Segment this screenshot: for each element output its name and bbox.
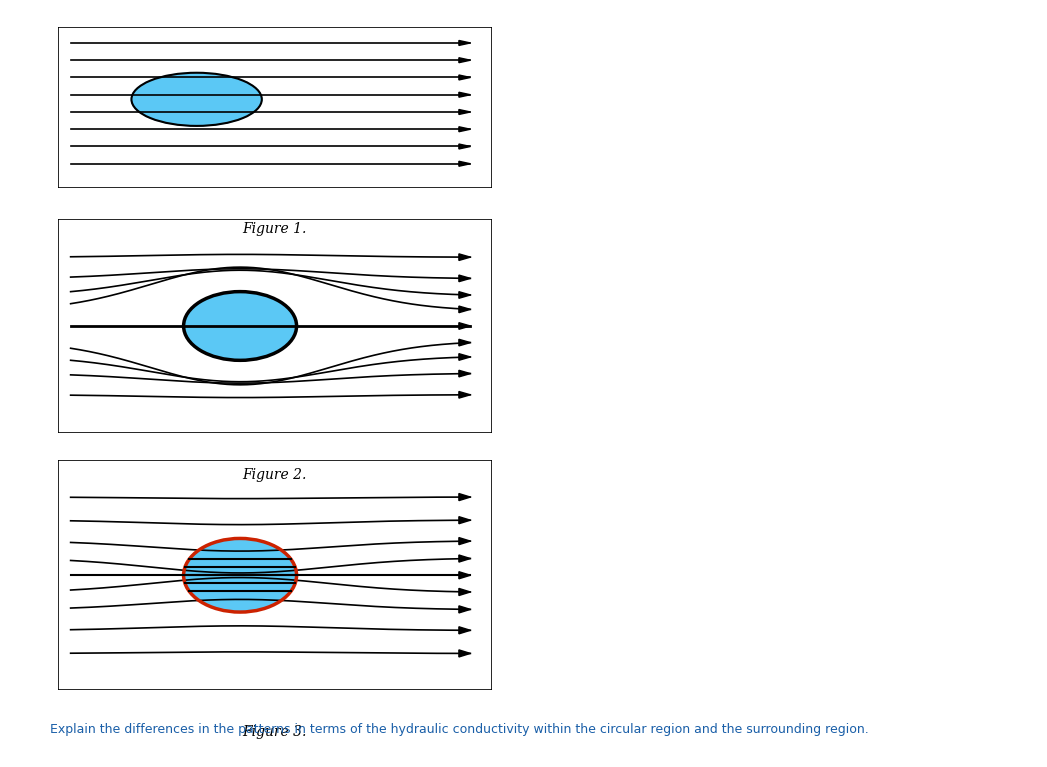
Polygon shape xyxy=(459,291,470,298)
Polygon shape xyxy=(459,306,470,313)
Polygon shape xyxy=(459,75,470,80)
Polygon shape xyxy=(459,339,470,346)
Polygon shape xyxy=(459,161,470,166)
Polygon shape xyxy=(459,323,470,329)
Polygon shape xyxy=(459,555,470,562)
Ellipse shape xyxy=(132,73,262,126)
Polygon shape xyxy=(459,370,470,377)
Polygon shape xyxy=(459,627,470,634)
Polygon shape xyxy=(459,254,470,261)
Polygon shape xyxy=(459,354,470,360)
Polygon shape xyxy=(459,110,470,114)
Polygon shape xyxy=(459,493,470,501)
Polygon shape xyxy=(459,517,470,524)
Polygon shape xyxy=(459,275,470,281)
Ellipse shape xyxy=(183,291,296,360)
Polygon shape xyxy=(459,127,470,132)
Text: Figure 3.: Figure 3. xyxy=(243,725,307,739)
Polygon shape xyxy=(459,58,470,63)
Polygon shape xyxy=(459,538,470,545)
Polygon shape xyxy=(459,41,470,45)
Text: Explain the differences in the patterns in terms of the hydraulic conductivity w: Explain the differences in the patterns … xyxy=(50,723,869,736)
Text: Figure 2.: Figure 2. xyxy=(243,468,307,482)
Ellipse shape xyxy=(183,538,296,612)
Polygon shape xyxy=(459,588,470,595)
Text: Figure 1.: Figure 1. xyxy=(243,222,307,236)
Polygon shape xyxy=(459,144,470,149)
Polygon shape xyxy=(459,606,470,613)
Polygon shape xyxy=(459,650,470,657)
Polygon shape xyxy=(459,391,470,398)
Polygon shape xyxy=(459,571,470,579)
Polygon shape xyxy=(459,92,470,97)
